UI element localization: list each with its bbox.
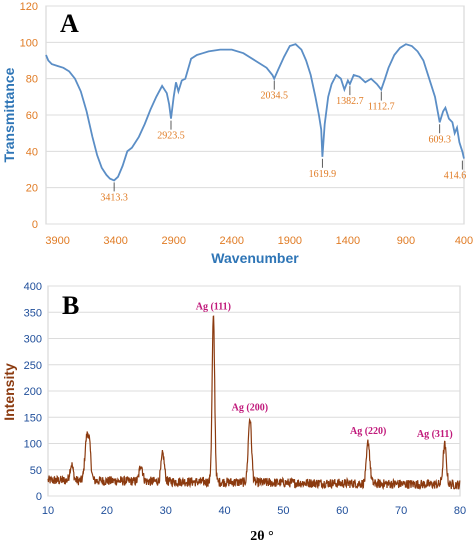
panel-a-y-axis-label: Transmittance [1,67,17,162]
panel-b-y-tick-label: 250 [24,360,42,372]
panel-a-y-tick-label: 0 [32,219,38,231]
chart-panel-a: 0 20 40 60 80 100 120 3900 3400 2900 2400 1900 1400… [1,1,473,266]
panel-b-x-tick-label: 10 [42,505,54,517]
panel-a-peak-label: 1112.7 [368,102,395,113]
panel-a-y-tick-label: 100 [20,37,38,49]
panel-b-peak-label: Ag (311) [417,429,453,440]
panel-b-y-tick-label: 0 [36,491,42,503]
panel-a-gridlines [46,5,464,225]
panel-a-letter: A [60,9,79,38]
panel-b-x-tick-label: 20 [101,505,113,517]
panel-b-x-tick-label: 40 [218,505,230,517]
panel-a-peak-label: 2923.5 [157,131,185,142]
xrd-pattern-line [47,315,461,491]
panel-a-y-tick-label: 60 [26,110,38,122]
panel-b-letter: B [62,291,79,320]
panel-a-peak-label: 1619.9 [309,169,337,180]
panel-b-y-tick-label: 100 [24,439,42,451]
panel-a-x-tick-label: 400 [455,235,473,247]
panel-b-y-axis-label: Intensity [1,363,17,421]
panel-a-x-axis-label: Wavenumber [211,250,299,266]
panel-b-peak-label: Ag (200) [232,402,268,413]
panel-b-x-ticks: 10 20 30 40 50 60 70 80 [42,505,466,517]
panel-a-peak-label: 414.6 [444,171,467,182]
panel-b-y-tick-label: 300 [24,334,42,346]
panel-a-peak-annotations: 3413.3 2923.5 2034.5 1619.9 1382.7 1112.7 609.… [100,80,467,203]
panel-a-x-tick-label: 2400 [220,235,244,247]
panel-b-x-tick-label: 50 [277,505,289,517]
panel-a-x-ticks: 3900 3400 2900 2400 1900 1400 900 400 [45,235,473,247]
panel-b-peak-label: Ag (111) [196,302,231,313]
panel-a-peak-label: 609.3 [428,134,451,145]
panel-a-x-tick-label: 1400 [336,235,360,247]
panel-a-y-tick-label: 40 [26,146,38,158]
panel-b-x-axis-label: 2θ ° [250,529,273,544]
panel-a-x-tick-label: 3400 [103,235,127,247]
panel-a-y-ticks: 0 20 40 60 80 100 120 [20,1,38,231]
panel-a-x-tick-label: 3900 [45,235,69,247]
panel-a-y-tick-label: 20 [26,183,38,195]
panel-a-y-tick-label: 80 [26,74,38,86]
ftir-spectrum-line [45,43,465,182]
panel-b-gridlines [48,285,460,497]
panel-b-x-tick-label: 60 [336,505,348,517]
panel-b-peak-label: Ag (220) [350,426,386,437]
panel-b-peak-annotations: Ag (111) Ag (200) Ag (220) Ag (311) [196,302,453,441]
panel-a-x-tick-label: 2900 [161,235,185,247]
panel-b-x-tick-label: 70 [395,505,407,517]
panel-b-x-tick-label: 30 [160,505,172,517]
panel-b-y-tick-label: 350 [24,307,42,319]
panel-b-x-tick-label: 80 [454,505,466,517]
panel-b-y-tick-label: 50 [30,465,42,477]
panel-b-y-ticks: 0 50 100 150 200 250 300 350 400 [24,281,42,503]
panel-a-x-tick-label: 1900 [278,235,302,247]
panel-a-x-tick-label: 900 [397,235,415,247]
panel-a-peak-label: 2034.5 [260,91,288,102]
panel-b-y-tick-label: 150 [24,412,42,424]
panel-b-y-tick-label: 200 [24,386,42,398]
panel-a-peak-label: 3413.3 [100,192,128,203]
panel-a-y-tick-label: 120 [20,1,38,13]
panel-a-peak-label: 1382.7 [336,96,364,107]
panel-b-y-tick-label: 400 [24,281,42,293]
chart-panel-b: 0 50 100 150 200 250 300 350 400 10 20 30 40 50 60 70 8… [1,281,466,544]
